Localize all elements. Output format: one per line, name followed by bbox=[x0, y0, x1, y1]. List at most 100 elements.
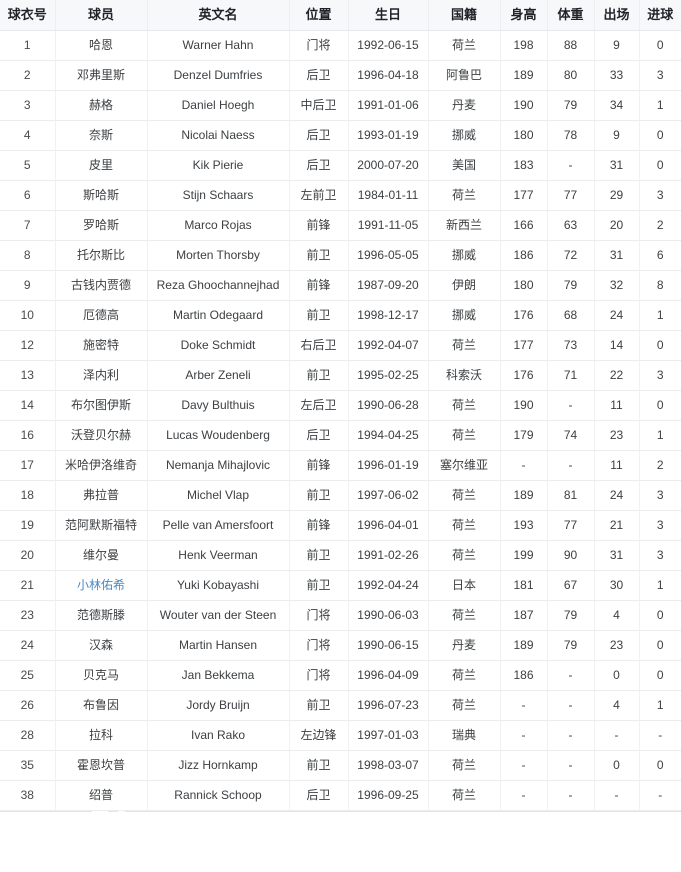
table-row[interactable]: 9 古钱内贾德 Reza Ghoochannejhad 前锋 1987-09-20 伊朗 1… bbox=[0, 270, 681, 301]
table-row[interactable]: 1 哈恩 Warner Hahn 门将 1992-06-15 荷兰 198 88 9 0 bbox=[0, 30, 681, 61]
table-row[interactable]: 13 泽内利 Arber Zeneli 前卫 1995-02-25 科索沃 176 71 22 3 bbox=[0, 360, 681, 391]
cell-weight: 77 bbox=[547, 180, 595, 211]
cell-height: 180 bbox=[500, 270, 548, 301]
column-header-weight[interactable]: 体重 bbox=[547, 0, 595, 31]
cell-number: 26 bbox=[0, 690, 56, 721]
table-row[interactable]: 38 绍普 Rannick Schoop 后卫 1996-09-25 荷兰 - - - - bbox=[0, 780, 681, 811]
cell-position: 右后卫 bbox=[289, 330, 349, 361]
cell-weight: 79 bbox=[547, 90, 595, 121]
cell-player: 皮里 bbox=[55, 150, 148, 181]
table-row[interactable]: 19 范阿默斯福特 Pelle van Amersfoort 前锋 1996-04-01… bbox=[0, 510, 681, 541]
cell-english: Daniel Hoegh bbox=[147, 90, 290, 121]
cell-english: Stijn Schaars bbox=[147, 180, 290, 211]
table-row[interactable]: 24 汉森 Martin Hansen 门将 1990-06-15 丹麦 189 79 23 0 bbox=[0, 630, 681, 661]
column-header-height[interactable]: 身高 bbox=[500, 0, 548, 31]
cell-birthday: 1992-04-24 bbox=[348, 570, 429, 601]
cell-number: 4 bbox=[0, 120, 56, 151]
cell-player: 布鲁因 bbox=[55, 690, 148, 721]
cell-weight: 67 bbox=[547, 570, 595, 601]
cell-apps: 11 bbox=[594, 390, 640, 421]
table-row[interactable]: 17 米哈伊洛维奇 Nemanja Mihajlovic 前锋 1996-01-19 塞尔… bbox=[0, 450, 681, 481]
cell-weight: - bbox=[547, 750, 595, 781]
cell-weight: - bbox=[547, 150, 595, 181]
table-row[interactable]: 23 范德斯滕 Wouter van der Steen 门将 1990-06-03 荷兰… bbox=[0, 600, 681, 631]
cell-birthday: 1996-07-23 bbox=[348, 690, 429, 721]
table-row[interactable]: 10 厄德高 Martin Odegaard 前卫 1998-12-17 挪威 176 68 2… bbox=[0, 300, 681, 331]
cell-birthday: 1996-09-25 bbox=[348, 780, 429, 811]
table-row[interactable]: 28 拉科 Ivan Rako 左边锋 1997-01-03 瑞典 - - - - bbox=[0, 720, 681, 751]
table-row[interactable]: 8 托尔斯比 Morten Thorsby 前卫 1996-05-05 挪威 186 72 31… bbox=[0, 240, 681, 271]
table-row[interactable]: 14 布尔图伊斯 Davy Bulthuis 左后卫 1990-06-28 荷兰 190-1… bbox=[0, 390, 681, 421]
cell-weight: 68 bbox=[547, 300, 595, 331]
cell-number: 12 bbox=[0, 330, 56, 361]
cell-english: Pelle van Amersfoort bbox=[147, 510, 290, 541]
cell-player: 泽内利 bbox=[55, 360, 148, 391]
table-row[interactable]: 16 沃登贝尔赫 Lucas Woudenberg 后卫 1994-04-25 荷兰 179… bbox=[0, 420, 681, 451]
column-header-number[interactable]: 球衣号 bbox=[0, 0, 56, 31]
cell-apps: 23 bbox=[594, 420, 640, 451]
cell-number: 38 bbox=[0, 780, 56, 811]
table-row[interactable]: 2 邓弗里斯 Denzel Dumfries 后卫 1996-04-18 阿鲁巴 189 80… bbox=[0, 60, 681, 91]
table-row[interactable]: 6 斯哈斯 Stijn Schaars 左前卫 1984-01-11 荷兰 177 77 29 3 bbox=[0, 180, 681, 211]
table-row[interactable]: 5 皮里 Kik Pierie 后卫 2000-07-20 美国 183-31 0 bbox=[0, 150, 681, 181]
cell-goals: 0 bbox=[639, 630, 681, 661]
table-row[interactable]: 7 罗哈斯 Marco Rojas 前锋 1991-11-05 新西兰 166 63 20 2 bbox=[0, 210, 681, 241]
roster-footer-divider bbox=[0, 811, 681, 844]
cell-english: Arber Zeneli bbox=[147, 360, 290, 391]
table-row[interactable]: 20 维尔曼 Henk Veerman 前卫 1991-02-26 荷兰 199 90 31 3 bbox=[0, 540, 681, 571]
cell-nationality: 荷兰 bbox=[428, 480, 501, 511]
cell-position: 后卫 bbox=[289, 60, 349, 91]
cell-player: 罗哈斯 bbox=[55, 210, 148, 241]
cell-goals: 0 bbox=[639, 150, 681, 181]
cell-position: 后卫 bbox=[289, 120, 349, 151]
cell-nationality: 荷兰 bbox=[428, 390, 501, 421]
cell-weight: - bbox=[547, 720, 595, 751]
cell-apps: 30 bbox=[594, 570, 640, 601]
cell-goals: 2 bbox=[639, 210, 681, 241]
cell-height: 187 bbox=[500, 600, 548, 631]
cell-english: Doke Schmidt bbox=[147, 330, 290, 361]
cell-weight: - bbox=[547, 450, 595, 481]
column-header-position[interactable]: 位置 bbox=[289, 0, 349, 31]
table-row[interactable]: 21 小林佑希 Yuki Kobayashi 前卫 1992-04-24 日本 181 67 3… bbox=[0, 570, 681, 601]
cell-height: 181 bbox=[500, 570, 548, 601]
table-row[interactable]: 12 施密特 Doke Schmidt 右后卫 1992-04-07 荷兰 177 73 14 0 bbox=[0, 330, 681, 361]
cell-english: Michel Vlap bbox=[147, 480, 290, 511]
cell-english: Kik Pierie bbox=[147, 150, 290, 181]
cell-number: 2 bbox=[0, 60, 56, 91]
cell-weight: 79 bbox=[547, 600, 595, 631]
cell-weight: - bbox=[547, 690, 595, 721]
cell-position: 门将 bbox=[289, 630, 349, 661]
cell-apps: 21 bbox=[594, 510, 640, 541]
cell-birthday: 1991-01-06 bbox=[348, 90, 429, 121]
column-header-apps[interactable]: 出场 bbox=[594, 0, 640, 31]
column-header-nationality[interactable]: 国籍 bbox=[428, 0, 501, 31]
cell-player: 布尔图伊斯 bbox=[55, 390, 148, 421]
column-header-birthday[interactable]: 生日 bbox=[348, 0, 429, 31]
table-row[interactable]: 3 赫格 Daniel Hoegh 中后卫 1991-01-06 丹麦 190 79 34 1 bbox=[0, 90, 681, 121]
table-row[interactable]: 25 贝克马 Jan Bekkema 门将 1996-04-09 荷兰 186-0 0 bbox=[0, 660, 681, 691]
table-row[interactable]: 4 奈斯 Nicolai Naess 后卫 1993-01-19 挪威 180 78 9 0 bbox=[0, 120, 681, 151]
player-profile-link[interactable]: 小林佑希 bbox=[76, 578, 125, 592]
cell-player: 沃登贝尔赫 bbox=[55, 420, 148, 451]
cell-height: 190 bbox=[500, 390, 548, 421]
cell-english: Martin Hansen bbox=[147, 630, 290, 661]
cell-apps: 31 bbox=[594, 240, 640, 271]
cell-english: Jordy Bruijn bbox=[147, 690, 290, 721]
cell-player[interactable]: 小林佑希 bbox=[55, 570, 148, 601]
column-header-english[interactable]: 英文名 bbox=[147, 0, 290, 31]
cell-goals: 3 bbox=[639, 510, 681, 541]
roster-table-head: 球衣号 球员 英文名 位置 生日 国籍 身高 体重 出场 进球 bbox=[0, 0, 681, 31]
table-row[interactable]: 18 弗拉普 Michel Vlap 前卫 1997-06-02 荷兰 189 81 24 3 bbox=[0, 480, 681, 511]
cell-weight: 79 bbox=[547, 630, 595, 661]
cell-weight: 72 bbox=[547, 240, 595, 271]
cell-player: 米哈伊洛维奇 bbox=[55, 450, 148, 481]
cell-apps: 23 bbox=[594, 630, 640, 661]
cell-player: 贝克马 bbox=[55, 660, 148, 691]
table-row[interactable]: 35 霍恩坎普 Jizz Hornkamp 前卫 1998-03-07 荷兰 - -0 0 bbox=[0, 750, 681, 781]
column-header-player[interactable]: 球员 bbox=[55, 0, 148, 31]
column-header-goals[interactable]: 进球 bbox=[639, 0, 681, 31]
cell-apps: 11 bbox=[594, 450, 640, 481]
table-row[interactable]: 26 布鲁因 Jordy Bruijn 前卫 1996-07-23 荷兰 - -4 1 bbox=[0, 690, 681, 721]
cell-apps: 20 bbox=[594, 210, 640, 241]
